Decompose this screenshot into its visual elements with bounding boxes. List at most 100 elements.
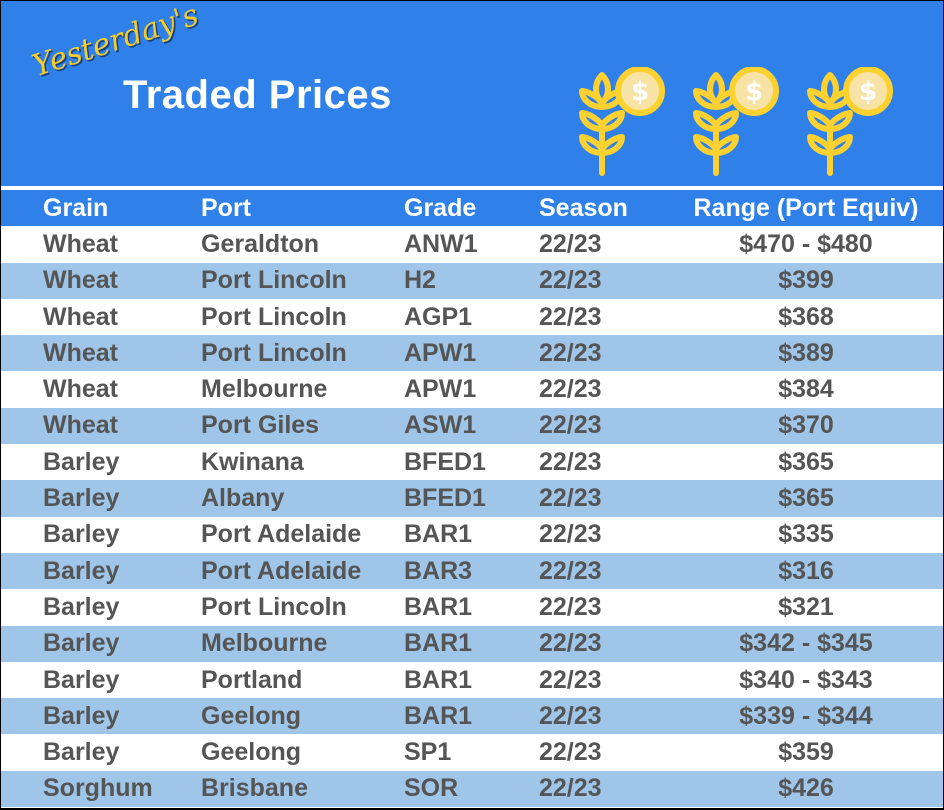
svg-text:$: $ [745, 77, 763, 107]
cell-range: $340 - $343 [739, 665, 873, 694]
cell-grain: Wheat [43, 375, 118, 404]
table-row: Wheat Port Giles ASW1 22/23 $370 [1, 407, 943, 445]
banner: Yesterday's Traded Prices $ [1, 1, 943, 186]
cell-grain: Barley [43, 520, 120, 549]
table-row: Barley Portland BAR1 22/23 $340 - $343 [1, 662, 943, 698]
cell-season: 22/23 [539, 625, 669, 662]
cell-grain: Wheat [1, 335, 201, 372]
table-row: Barley Melbourne BAR1 22/23 $342 - $345 [1, 625, 943, 662]
cell-season: 22/23 [539, 665, 602, 694]
cell-grain: Wheat [1, 407, 201, 445]
table-row: Barley Geelong SP1 22/23 $359 [1, 734, 943, 770]
cell-range: $321 [778, 592, 834, 621]
cell-grade: BAR1 [404, 592, 473, 621]
cell-grain: Barley [1, 698, 201, 735]
cell-range: $384 [778, 375, 834, 404]
cell-grain: Barley [43, 738, 120, 767]
cell-season: 22/23 [539, 447, 602, 476]
cell-port: Geelong [201, 698, 404, 735]
table-row: Wheat Port Lincoln H2 22/23 $399 [1, 262, 943, 299]
cell-season: 22/23 [539, 698, 669, 735]
cell-season: 22/23 [539, 738, 602, 767]
cell-range: $339 - $344 [669, 698, 943, 735]
cell-grade: APW1 [404, 335, 539, 372]
cell-range: $426 [669, 770, 943, 808]
cell-port: Albany [201, 480, 404, 517]
column-header-grain: Grain [1, 190, 201, 227]
cell-grain: Wheat [43, 229, 118, 258]
cell-season: 22/23 [539, 302, 602, 331]
column-header-range: Range (Port Equiv) [669, 190, 943, 227]
cell-range: $335 [778, 520, 834, 549]
cell-grade: BAR3 [404, 552, 539, 590]
cell-season: 22/23 [539, 335, 669, 372]
table-row: Barley Port Adelaide BAR3 22/23 $316 [1, 552, 943, 590]
cell-grade: ASW1 [404, 407, 539, 445]
cell-port: Kwinana [201, 447, 304, 476]
cell-port: Port Adelaide [201, 552, 404, 590]
cell-port: Port Lincoln [201, 302, 347, 331]
cell-grain: Sorghum [1, 770, 201, 808]
table-row: Barley Port Adelaide BAR1 22/23 $335 [1, 517, 943, 553]
svg-text:$: $ [631, 77, 649, 107]
cell-grade: BFED1 [404, 447, 486, 476]
cell-grade: SP1 [404, 738, 452, 767]
wheat-coin-icon: $ [579, 67, 665, 176]
cell-range: $342 - $345 [669, 625, 943, 662]
table-row: Wheat Port Lincoln AGP1 22/23 $368 [1, 299, 943, 335]
cell-range: $368 [778, 302, 834, 331]
table-row: Barley Geelong BAR1 22/23 $339 - $344 [1, 698, 943, 735]
table-row: Barley Port Lincoln BAR1 22/23 $321 [1, 589, 943, 625]
cell-grade: BAR1 [404, 698, 539, 735]
banner-title: Traded Prices [123, 73, 392, 117]
table-row: Barley Kwinana BFED1 22/23 $365 [1, 444, 943, 480]
cell-season: 22/23 [539, 552, 669, 590]
banner-divider [1, 186, 943, 189]
cell-season: 22/23 [539, 592, 602, 621]
cell-season: 22/23 [539, 262, 669, 299]
cell-grade: ANW1 [404, 229, 478, 258]
cell-port: Brisbane [201, 770, 404, 808]
cell-season: 22/23 [539, 480, 669, 517]
cell-range: $399 [669, 262, 943, 299]
cell-range: $365 [778, 447, 834, 476]
cell-grade: BAR1 [404, 665, 473, 694]
cell-range: $316 [669, 552, 943, 590]
table-row: Barley Albany BFED1 22/23 $365 [1, 480, 943, 517]
wheat-coin-icon: $ [693, 67, 779, 176]
cell-grain: Barley [43, 592, 120, 621]
table-row: Wheat Melbourne APW1 22/23 $384 [1, 371, 943, 407]
banner-script-text: Yesterday's [28, 1, 203, 85]
cell-season: 22/23 [539, 375, 602, 404]
cell-grain: Barley [1, 552, 201, 590]
table-row: Wheat Port Lincoln APW1 22/23 $389 [1, 335, 943, 372]
cell-grade: AGP1 [404, 302, 473, 331]
cell-port: Port Adelaide [201, 520, 362, 549]
column-header-port: Port [201, 190, 404, 227]
cell-grade: H2 [404, 262, 539, 299]
cell-port: Melbourne [201, 625, 404, 662]
cell-range: $389 [669, 335, 943, 372]
column-header-grade: Grade [404, 190, 539, 227]
cell-grain: Barley [1, 625, 201, 662]
table-row: Wheat Geraldton ANW1 22/23 $470 - $480 [1, 226, 943, 262]
wheat-coin-icon: $ [807, 67, 893, 176]
cell-grade: SOR [404, 770, 539, 808]
cell-season: 22/23 [539, 520, 602, 549]
cell-port: Port Lincoln [201, 592, 347, 621]
cell-range: $470 - $480 [739, 229, 873, 258]
svg-text:$: $ [859, 77, 877, 107]
cell-grade: APW1 [404, 375, 477, 404]
cell-port: Geelong [201, 738, 302, 767]
cell-port: Port Giles [201, 407, 404, 445]
cell-grain: Wheat [43, 302, 118, 331]
cell-grade: BFED1 [404, 480, 539, 517]
cell-grain: Wheat [1, 262, 201, 299]
prices-table: Grain Port Grade Season Range (Port Equi… [1, 190, 943, 808]
cell-range: $365 [669, 480, 943, 517]
cell-grain: Barley [43, 447, 120, 476]
column-header-season: Season [539, 190, 669, 227]
cell-season: 22/23 [539, 229, 602, 258]
cell-port: Geraldton [201, 229, 320, 258]
